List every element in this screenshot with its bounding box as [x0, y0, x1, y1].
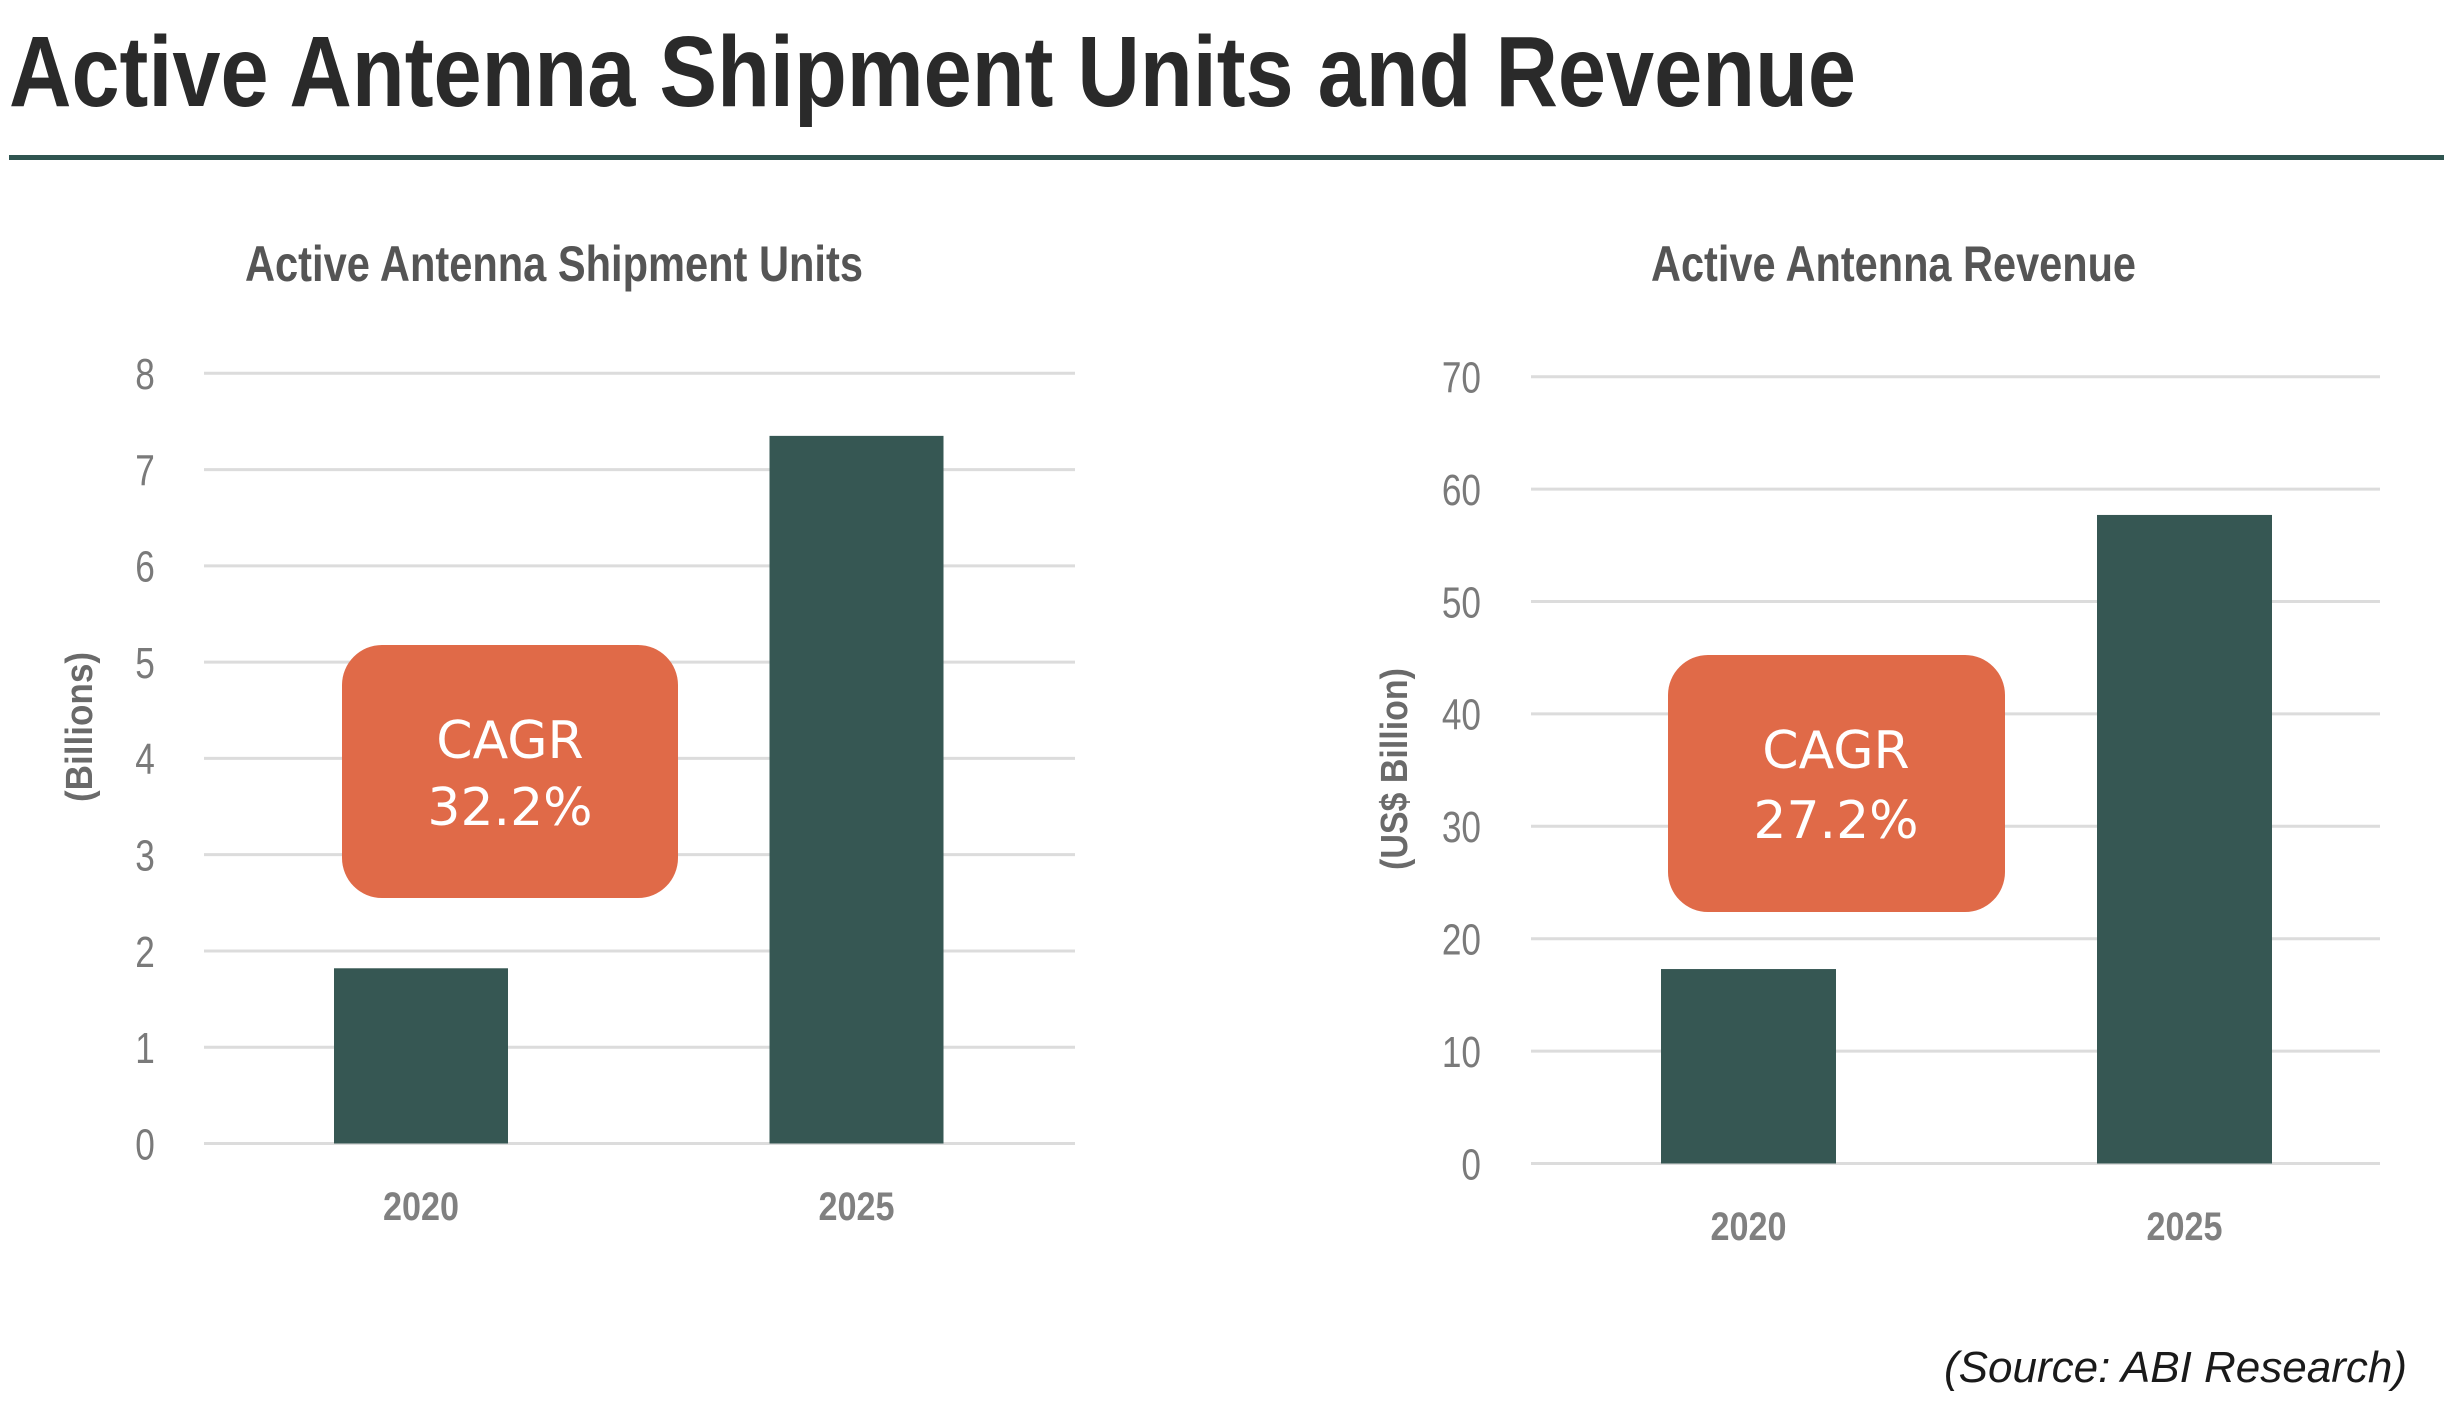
y-tick-label: 4 [135, 736, 155, 785]
y-tick-label: 3 [135, 832, 155, 881]
revenue-chart: Active Antenna Revenue 0 10 20 30 40 50 60 70 2… [1374, 236, 2380, 1249]
y-tick-label: 30 [1442, 803, 1481, 852]
bar-2020 [1661, 969, 1836, 1164]
y-tick-label: 5 [135, 639, 155, 688]
y-tick-label: 8 [135, 350, 155, 399]
cagr-label: CAGR [436, 711, 583, 771]
bar-2025 [2097, 514, 2272, 1164]
chart-title: Active Antenna Shipment Units [245, 236, 863, 292]
bars [334, 435, 944, 1144]
bars [1661, 514, 2272, 1164]
x-tick-label: 2025 [819, 1185, 895, 1229]
page-title: Active Antenna Shipment Units and Revenu… [9, 16, 1856, 128]
cagr-box [342, 645, 678, 898]
x-tick-labels: 2020 2025 [383, 1185, 895, 1229]
bar-2025 [769, 435, 944, 1144]
bar-2020 [334, 968, 508, 1144]
y-axis-label: (US$ Billion) [1374, 668, 1416, 870]
y-tick-label: 20 [1442, 916, 1481, 965]
y-tick-label: 6 [135, 543, 155, 592]
y-tick-labels: 0 1 2 3 4 5 6 7 8 [135, 350, 155, 1169]
chart-title: Active Antenna Revenue [1651, 236, 2136, 292]
y-tick-label: 1 [135, 1024, 155, 1073]
source-note: (Source: ABI Research) [1944, 1343, 2407, 1392]
y-tick-label: 50 [1442, 579, 1481, 628]
y-tick-label: 40 [1442, 691, 1481, 740]
cagr-box [1668, 655, 2005, 912]
shipment-units-chart: Active Antenna Shipment Units 012345678 … [59, 236, 1075, 1229]
x-tick-label: 2025 [2147, 1205, 2223, 1249]
y-tick-label: 7 [135, 447, 155, 496]
y-tick-label: 2 [135, 928, 155, 977]
x-tick-label: 2020 [1711, 1205, 1787, 1249]
cagr-value: 32.2% [427, 778, 592, 838]
title-rule [9, 155, 2444, 160]
cagr-value: 27.2% [1753, 791, 1918, 851]
x-tick-labels: 2020 2025 [1711, 1205, 2223, 1249]
y-tick-label: 10 [1442, 1028, 1481, 1077]
x-tick-label: 2020 [383, 1185, 459, 1229]
y-tick-label: 0 [135, 1121, 155, 1170]
y-axis-label: (Billions) [59, 652, 101, 802]
y-tick-labels: 0 10 20 30 40 50 60 70 [1442, 354, 1481, 1189]
cagr-callout: CAGR 32.2% [342, 645, 678, 898]
y-tick-label: 0 [1461, 1141, 1481, 1190]
cagr-label: CAGR [1762, 721, 1909, 781]
cagr-callout: CAGR 27.2% [1668, 655, 2005, 912]
y-tick-label: 70 [1442, 354, 1481, 403]
y-tick-label: 60 [1442, 466, 1481, 515]
